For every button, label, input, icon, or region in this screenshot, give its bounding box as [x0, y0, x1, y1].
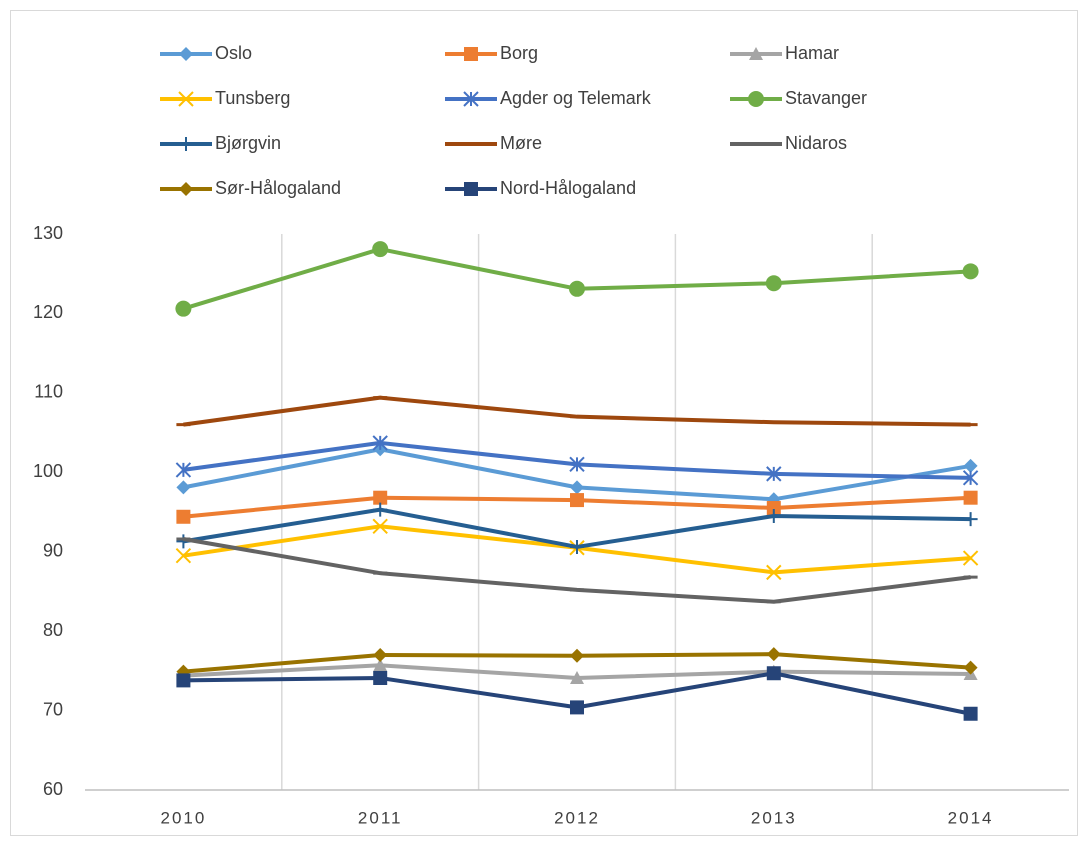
data-point — [766, 564, 782, 581]
data-point — [372, 241, 389, 258]
x-tick-label: 2012 — [554, 808, 600, 827]
legend-label: Oslo — [215, 43, 252, 63]
legend-marker — [748, 91, 764, 107]
data-point — [373, 658, 388, 672]
legend-label: Tunsberg — [215, 88, 290, 108]
legend-label: Sør-Hålogaland — [215, 178, 341, 198]
data-point — [766, 501, 781, 516]
data-point — [766, 666, 781, 681]
legend-marker — [463, 91, 479, 107]
data-point — [766, 508, 781, 523]
data-point — [962, 263, 979, 280]
legend-marker — [464, 47, 478, 61]
x-tick-label: 2010 — [160, 808, 206, 827]
data-point — [570, 648, 584, 663]
y-tick-label: 130 — [33, 223, 63, 243]
y-tick-label: 110 — [34, 382, 63, 402]
data-point — [569, 280, 585, 297]
data-point — [570, 493, 584, 508]
legend-marker — [179, 182, 193, 196]
data-point — [175, 547, 192, 564]
data-point — [373, 490, 388, 505]
legend-marker — [464, 182, 478, 196]
legend-label: Stavanger — [785, 88, 867, 108]
data-point — [175, 462, 192, 478]
data-point — [373, 647, 388, 662]
legend-label: Møre — [500, 133, 542, 153]
legend-label: Borg — [500, 43, 538, 63]
data-point — [962, 470, 979, 486]
data-point — [766, 647, 781, 662]
data-point — [570, 700, 584, 715]
data-point — [570, 480, 584, 495]
legend-marker — [179, 47, 193, 61]
data-point — [963, 512, 978, 527]
legend-label: Bjørgvin — [215, 133, 281, 153]
data-point — [570, 539, 584, 554]
y-tick-label: 100 — [33, 461, 63, 481]
legend-marker — [749, 47, 763, 60]
x-tick-label: 2011 — [358, 808, 403, 827]
legend-label: Hamar — [785, 43, 839, 63]
data-point — [176, 673, 191, 688]
y-tick-label: 80 — [43, 620, 63, 640]
data-point — [176, 509, 191, 524]
data-point — [569, 456, 585, 473]
data-point — [176, 480, 191, 495]
y-tick-label: 120 — [33, 302, 63, 322]
legend-label: Nord-Hålogaland — [500, 178, 636, 198]
data-point — [963, 458, 978, 473]
data-point — [372, 518, 388, 535]
data-point — [373, 671, 388, 686]
data-point — [765, 275, 782, 292]
data-point — [175, 300, 192, 317]
data-point — [373, 502, 388, 517]
data-point — [962, 550, 979, 566]
data-point — [963, 660, 978, 675]
data-point — [570, 671, 584, 685]
legend-label: Agder og Telemark — [500, 88, 652, 108]
y-tick-label: 70 — [43, 699, 63, 719]
data-point — [372, 435, 388, 451]
x-tick-label: 2013 — [751, 808, 797, 827]
legend-marker — [178, 91, 194, 107]
legend-label: Nidaros — [785, 133, 847, 153]
data-point — [963, 490, 978, 505]
data-point — [963, 706, 978, 721]
data-point — [766, 466, 782, 482]
y-tick-label: 90 — [43, 540, 63, 560]
x-tick-label: 2014 — [948, 808, 994, 827]
y-tick-label: 60 — [43, 779, 63, 799]
legend-marker — [179, 137, 193, 151]
